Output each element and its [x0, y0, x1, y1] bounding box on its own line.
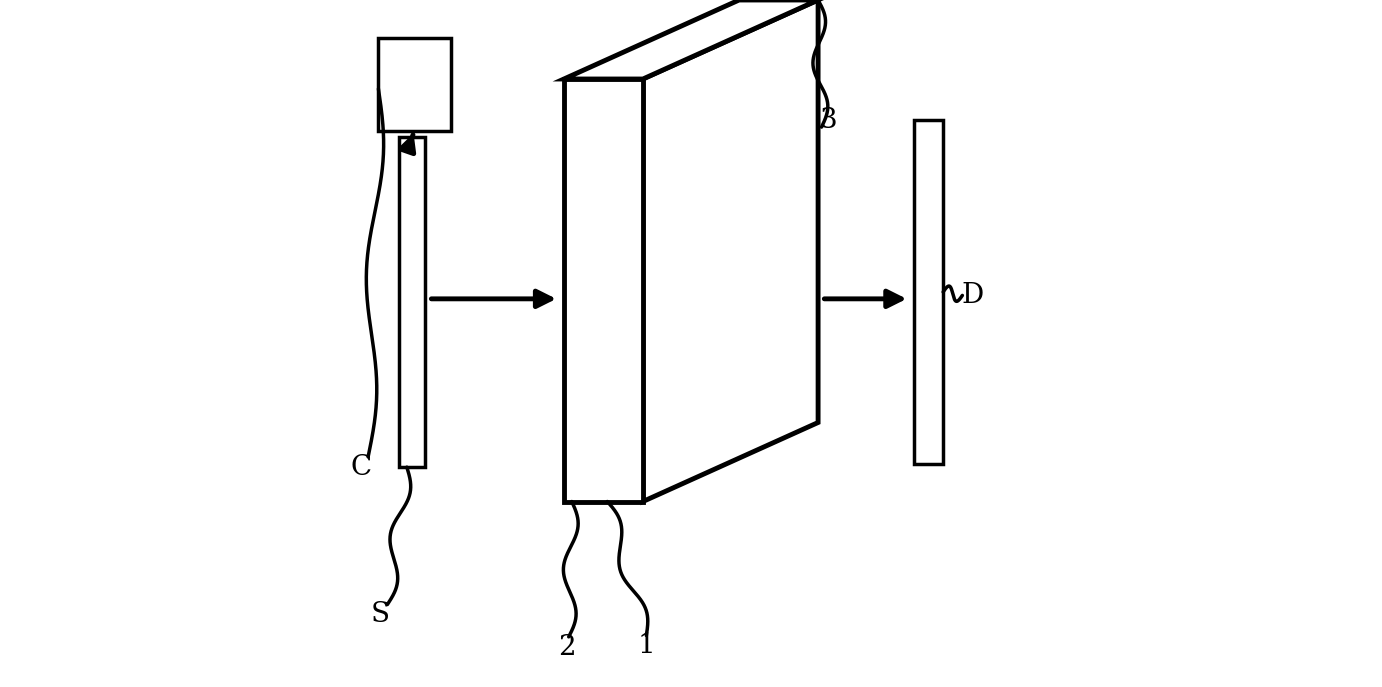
Polygon shape: [564, 79, 643, 502]
Polygon shape: [643, 0, 818, 502]
Text: 1: 1: [637, 632, 655, 660]
Bar: [379, 38, 451, 131]
Bar: [399, 137, 426, 467]
Text: C: C: [351, 453, 372, 481]
Bar: [915, 120, 943, 464]
Text: S: S: [370, 601, 390, 629]
Text: D: D: [962, 282, 984, 309]
Text: 3: 3: [820, 106, 837, 134]
Text: 2: 2: [558, 633, 576, 661]
Polygon shape: [564, 0, 818, 79]
